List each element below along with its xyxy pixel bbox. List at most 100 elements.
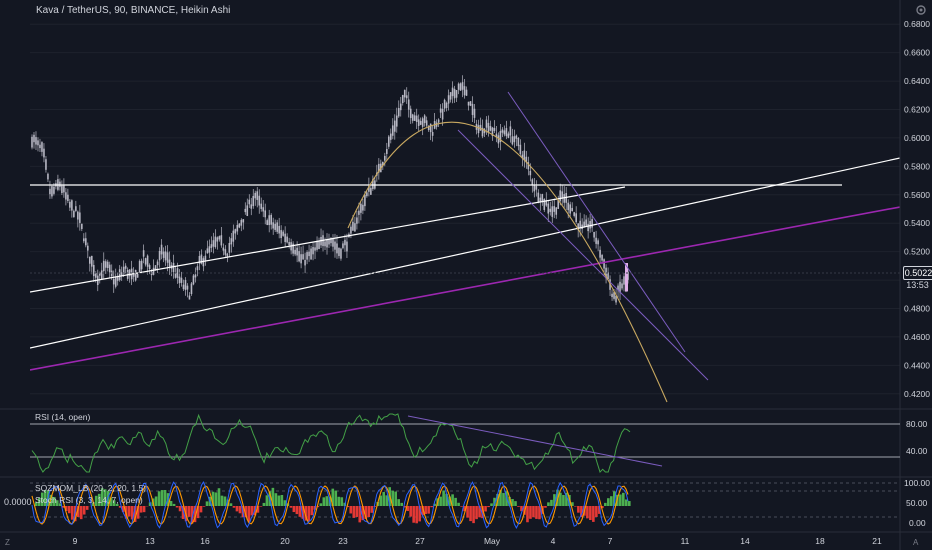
momentum-bar bbox=[463, 506, 466, 512]
candle-body bbox=[425, 120, 428, 126]
candle-body bbox=[286, 236, 288, 243]
candle-body bbox=[384, 155, 386, 161]
price-axis-label: 0.5600 bbox=[904, 190, 930, 200]
momentum-bar bbox=[391, 490, 394, 506]
candle-body bbox=[288, 241, 290, 246]
sqzmom-title[interactable]: SQZMOM_LB (20, 2, 20, 1.5) bbox=[35, 483, 146, 493]
candle-body bbox=[152, 267, 155, 275]
candle-body bbox=[142, 250, 145, 257]
momentum-bar bbox=[322, 497, 326, 506]
momentum-bar bbox=[172, 503, 176, 506]
candle-body bbox=[583, 221, 585, 227]
candle-body bbox=[393, 120, 396, 132]
momentum-bar bbox=[109, 497, 113, 506]
candle-body bbox=[106, 261, 109, 268]
purple-descending-line[interactable] bbox=[457, 129, 709, 381]
momentum-bar bbox=[142, 506, 146, 513]
upper-channel-line[interactable] bbox=[30, 186, 626, 293]
candle-body bbox=[613, 292, 615, 299]
candle-body bbox=[330, 237, 332, 244]
rsi-divergence-line[interactable] bbox=[407, 415, 663, 467]
momentum-bar bbox=[574, 506, 577, 507]
candle-body bbox=[501, 129, 504, 133]
time-axis-label: 14 bbox=[740, 536, 750, 546]
candle-body bbox=[47, 173, 49, 180]
time-axis-label: 4 bbox=[551, 536, 556, 546]
candle-body bbox=[87, 245, 89, 251]
candle-body bbox=[445, 102, 448, 108]
momentum-bar bbox=[502, 493, 505, 506]
candle-body bbox=[102, 260, 105, 272]
parabolic-arc[interactable] bbox=[347, 121, 668, 403]
momentum-bar bbox=[451, 494, 454, 506]
price-axis-label: 0.6800 bbox=[904, 19, 930, 29]
momentum-bar bbox=[415, 506, 418, 524]
candle-body bbox=[81, 223, 83, 229]
gear-icon[interactable] bbox=[914, 3, 928, 17]
candle-body bbox=[77, 211, 79, 220]
momentum-bar bbox=[223, 496, 227, 506]
candle-body bbox=[423, 115, 426, 124]
candle-body bbox=[531, 179, 534, 186]
momentum-bar bbox=[79, 506, 83, 520]
momentum-bar bbox=[40, 492, 44, 506]
candle-body bbox=[334, 241, 336, 250]
momentum-bar bbox=[226, 499, 230, 506]
candle-body bbox=[100, 270, 103, 280]
momentum-bar bbox=[469, 506, 472, 522]
candle-body bbox=[168, 259, 171, 267]
auto-scale-corner[interactable]: A bbox=[913, 538, 919, 547]
candle-body bbox=[449, 92, 452, 100]
purple-descending-line-2[interactable] bbox=[507, 91, 686, 353]
timezone-corner[interactable]: Z bbox=[5, 538, 10, 547]
momentum-bar bbox=[280, 495, 284, 506]
momentum-bar bbox=[460, 506, 463, 507]
candle-body bbox=[268, 215, 271, 226]
stoch-k-line bbox=[31, 481, 629, 529]
candle-body bbox=[112, 278, 115, 285]
candle-body bbox=[260, 203, 263, 209]
candle-body bbox=[441, 108, 444, 120]
purple-support-line[interactable] bbox=[30, 206, 900, 371]
candle-body bbox=[435, 122, 438, 127]
momentum-bar bbox=[571, 502, 574, 506]
candle-body bbox=[158, 251, 161, 261]
rsi-title[interactable]: RSI (14, open) bbox=[35, 412, 90, 422]
candle-body bbox=[240, 219, 243, 226]
candle-body bbox=[316, 241, 318, 250]
momentum-bar bbox=[364, 506, 368, 519]
candle-body bbox=[463, 86, 466, 96]
candle-body bbox=[156, 261, 159, 266]
time-axis-label: 23 bbox=[338, 536, 348, 546]
candle-body bbox=[75, 206, 77, 211]
momentum-bar bbox=[175, 506, 179, 508]
momentum-bar bbox=[271, 487, 275, 506]
price-axis[interactable]: 0.6800 0.6600 0.6400 0.6200 0.6000 0.5800 0.56… bbox=[904, 19, 930, 399]
candle-body bbox=[364, 194, 366, 207]
candle-body bbox=[615, 295, 617, 303]
momentum-bar bbox=[289, 506, 293, 508]
lower-channel-line[interactable] bbox=[30, 157, 900, 349]
candle-body bbox=[485, 119, 488, 128]
candle-body bbox=[180, 277, 183, 283]
momentum-bar bbox=[106, 490, 110, 506]
stoch-rsi-title[interactable]: Stoch RSI (3, 3, 14, 7, open) bbox=[35, 495, 143, 505]
time-axis[interactable]: 9 13 16 20 23 27 May 4 7 11 14 18 21 bbox=[73, 536, 882, 546]
candle-body bbox=[276, 222, 278, 232]
candle-body bbox=[417, 119, 420, 126]
momentum-bar bbox=[211, 491, 215, 506]
candle-body bbox=[366, 192, 368, 197]
candle-body bbox=[595, 237, 597, 244]
candle-body bbox=[196, 266, 199, 271]
trend-drawings[interactable] bbox=[30, 91, 900, 403]
candle-body bbox=[224, 249, 227, 255]
stoch-level-label: 0.00 bbox=[909, 518, 926, 528]
candle-body bbox=[328, 239, 330, 245]
candle-body bbox=[617, 285, 619, 291]
candle-body bbox=[563, 194, 566, 203]
candle-body bbox=[513, 136, 516, 143]
candle-body bbox=[611, 293, 613, 298]
momentum-bar bbox=[361, 506, 365, 521]
candle-body bbox=[362, 204, 364, 211]
